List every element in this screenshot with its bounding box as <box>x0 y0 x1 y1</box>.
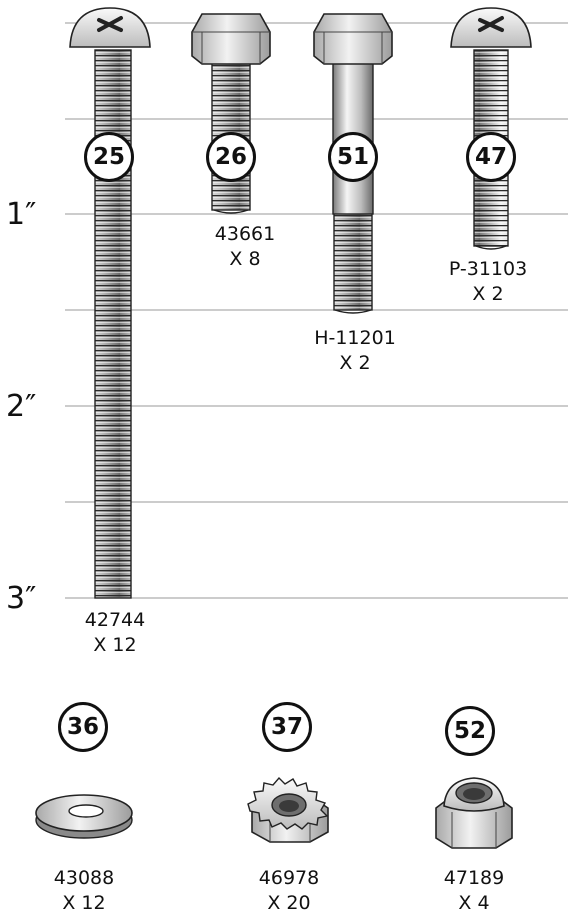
part-label-26: 43661 X 8 <box>190 222 300 272</box>
ruler-label-3in: 3″ <box>6 581 37 616</box>
part-badge-37: 37 <box>262 702 312 752</box>
hex-bolt-short-icon <box>191 13 271 214</box>
part-number: 46978 <box>258 867 320 889</box>
part-badge-26: 26 <box>206 132 256 182</box>
part-badge-51: 51 <box>328 132 378 182</box>
part-label-25: 42744 X 12 <box>60 608 170 658</box>
part-label-47: P-31103 X 2 <box>433 257 543 307</box>
part-label-37: 46978 X 20 <box>234 866 344 916</box>
part-quantity: X 12 <box>93 634 137 656</box>
flat-washer-icon <box>35 794 133 839</box>
part-quantity: X 2 <box>339 352 371 374</box>
part-label-52: 47189 X 4 <box>419 866 529 916</box>
ruler-gridlines <box>65 22 568 599</box>
ruler-label-1in: 1″ <box>6 197 37 232</box>
part-quantity: X 2 <box>472 283 504 305</box>
ruler-label-2in: 2″ <box>6 389 37 424</box>
round-head-screw-long-icon <box>69 7 151 599</box>
hex-bolt-shoulder-icon <box>313 13 393 314</box>
part-quantity: X 8 <box>229 248 261 270</box>
part-label-36: 43088 X 12 <box>29 866 139 916</box>
round-head-screw-icon <box>450 7 532 250</box>
part-quantity: X 4 <box>458 892 490 914</box>
part-number: H-11201 <box>314 327 396 349</box>
part-label-51: H-11201 X 2 <box>300 326 410 376</box>
nylon-lock-nut-icon <box>435 777 513 849</box>
part-number: 42744 <box>84 609 146 631</box>
part-number: 43661 <box>214 223 276 245</box>
kep-nut-icon <box>247 776 329 843</box>
part-badge-47: 47 <box>466 132 516 182</box>
part-quantity: X 12 <box>62 892 106 914</box>
part-badge-25: 25 <box>84 132 134 182</box>
part-quantity: X 20 <box>267 892 311 914</box>
part-number: 43088 <box>53 867 115 889</box>
part-badge-52: 52 <box>445 706 495 756</box>
part-number: 47189 <box>443 867 505 889</box>
part-number: P-31103 <box>448 258 528 280</box>
part-badge-36: 36 <box>58 702 108 752</box>
